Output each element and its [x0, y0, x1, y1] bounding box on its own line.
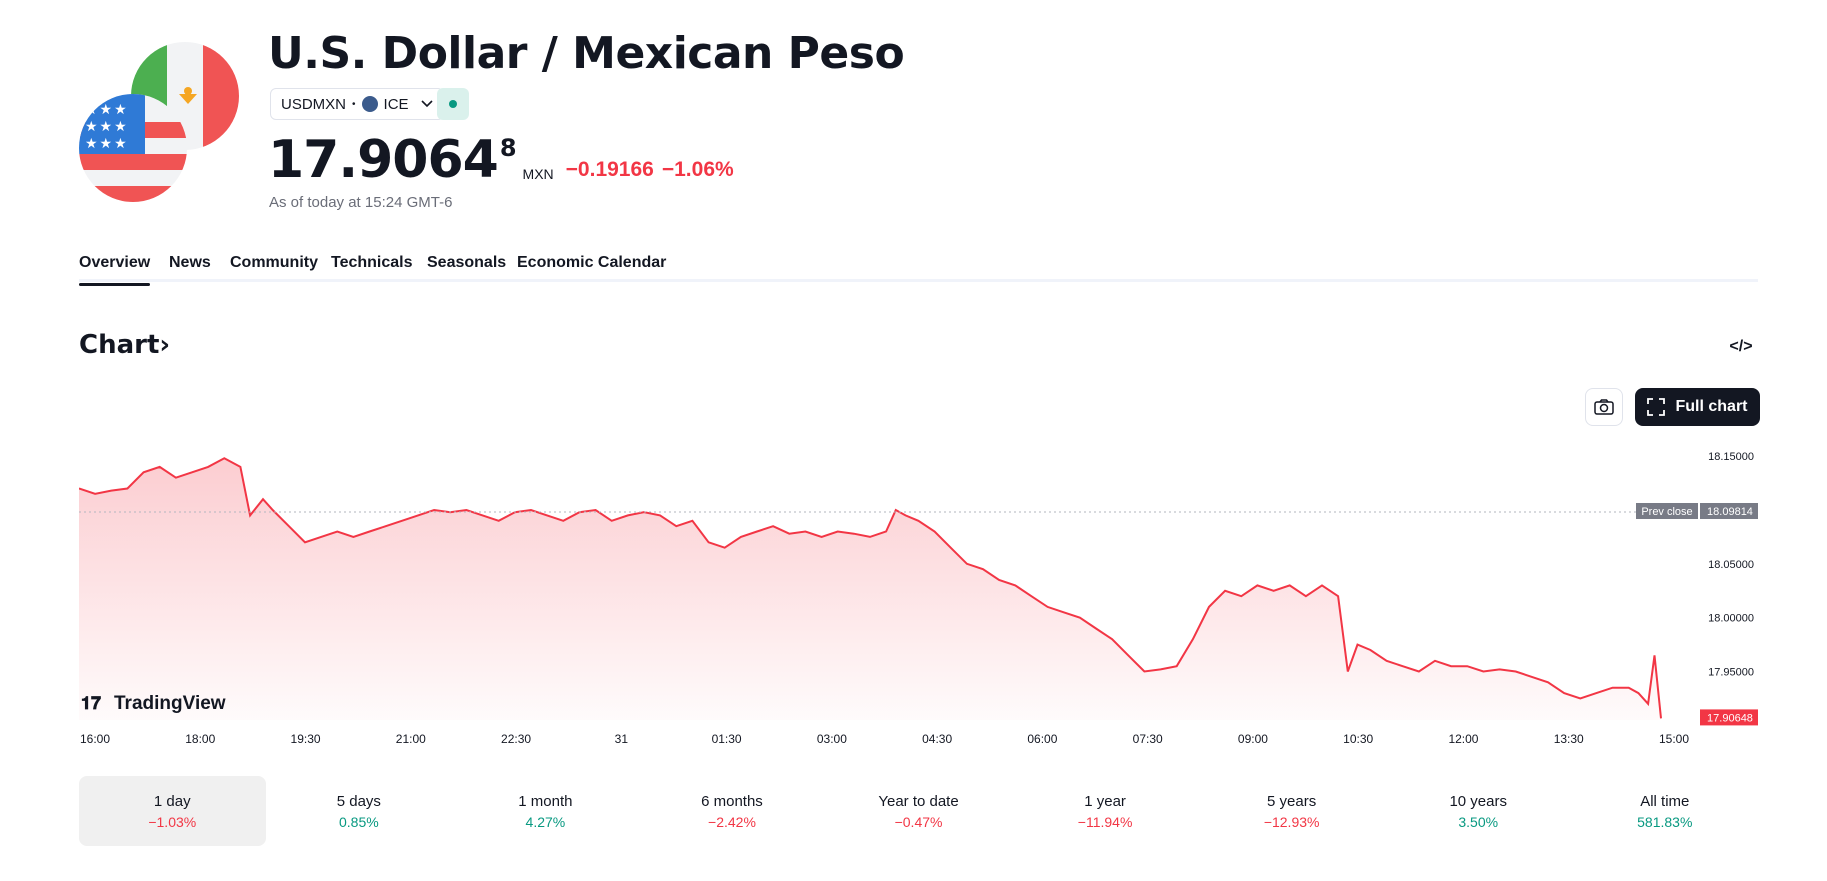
y-tick-label: 17.95000	[1708, 667, 1754, 679]
chart-heading-link[interactable]: Chart›	[79, 330, 170, 360]
x-tick-label: 01:30	[712, 732, 742, 746]
period-all-time[interactable]: All time 581.83%	[1572, 776, 1759, 846]
y-tick-label: 18.05000	[1708, 559, 1754, 571]
chevron-down-icon	[420, 100, 433, 108]
period-change: 4.27%	[525, 813, 566, 830]
tradingview-logo[interactable]: 𝟏𝟕 TradingView	[81, 693, 226, 714]
fullscreen-icon	[1647, 398, 1666, 416]
full-chart-button[interactable]: Full chart	[1635, 388, 1760, 426]
tab-news[interactable]: News	[169, 254, 211, 271]
quote-timestamp: As of today at 15:24 GMT-6	[269, 194, 453, 211]
price-change: −0.19166	[565, 158, 654, 181]
period-change: 0.85%	[338, 813, 379, 830]
prev-close-label: Prev close	[1641, 506, 1692, 518]
period-change: 3.50%	[1458, 813, 1499, 830]
period-1-day[interactable]: 1 day −1.03%	[79, 776, 266, 846]
currency-flags: ★★★ ★★★ ★★★	[79, 42, 244, 202]
exchange-label: ICE	[383, 95, 409, 113]
y-tick-label: 18.15000	[1708, 451, 1754, 463]
price-change-percent: −1.06%	[661, 158, 734, 181]
x-tick-label: 10:30	[1343, 732, 1373, 746]
period-selector: 1 day −1.03% 5 days 0.85% 1 month 4.27% 6 mont…	[79, 776, 1758, 846]
last-price-fraction: 8	[499, 134, 517, 162]
prev-close-label-bg	[1636, 503, 1698, 520]
period-year-to-date[interactable]: Year to date −0.47%	[825, 776, 1012, 846]
x-tick-label: 03:00	[817, 732, 847, 746]
full-chart-label: Full chart	[1675, 398, 1748, 415]
market-status-badge[interactable]	[437, 88, 469, 120]
last-price: 17.9064	[268, 130, 499, 190]
prev-close-value: 18.09814	[1707, 506, 1753, 518]
x-tick-label: 16:00	[80, 732, 110, 746]
period-label: 1 year	[1084, 792, 1126, 810]
period-1-year[interactable]: 1 year −11.94%	[1012, 776, 1199, 846]
chart-heading: Chart	[79, 330, 160, 360]
period-10-years[interactable]: 10 years 3.50%	[1385, 776, 1572, 846]
snapshot-button[interactable]	[1585, 388, 1623, 426]
chevron-right-icon: ›	[159, 330, 171, 360]
quote-row: 17.9064 8 MXN −0.19166 −1.06%	[268, 132, 734, 188]
period-change: −0.47%	[894, 813, 943, 830]
period-5-days[interactable]: 5 days 0.85%	[266, 776, 453, 846]
period-label: 5 days	[336, 792, 381, 810]
period-label: All time	[1640, 792, 1690, 810]
period-change: −1.03%	[148, 813, 197, 830]
period-change: −12.93%	[1263, 813, 1320, 830]
tab-community[interactable]: Community	[230, 254, 318, 271]
tab-economic-calendar[interactable]: Economic Calendar	[517, 254, 667, 271]
last-price-label-bg	[1700, 709, 1758, 726]
period-label: 5 years	[1267, 792, 1317, 810]
period-label: 1 month	[518, 792, 573, 810]
price-chart[interactable]: Prev close 18.09814 17.90648 18.15000 18.050…	[79, 440, 1758, 760]
x-tick-label: 31	[615, 732, 629, 746]
x-tick-label: 12:00	[1448, 732, 1478, 746]
tab-seasonals[interactable]: Seasonals	[427, 254, 507, 271]
period-change: −11.94%	[1077, 813, 1133, 830]
symbol-exchange-selector[interactable]: USDMXN • ICE	[270, 88, 444, 120]
price-area	[79, 458, 1661, 720]
period-1-month[interactable]: 1 month 4.27%	[452, 776, 639, 846]
x-tick-label: 07:30	[1133, 732, 1163, 746]
price-currency: MXN	[522, 166, 554, 182]
last-price-label: 17.90648	[1707, 712, 1753, 724]
x-tick-label: 18:00	[185, 732, 215, 746]
tradingview-logo-icon: 𝟏𝟕	[81, 693, 101, 714]
x-tick-label: 09:00	[1238, 732, 1268, 746]
x-tick-label: 04:30	[922, 732, 952, 746]
market-open-icon	[449, 100, 457, 108]
page-title: U.S. Dollar / Mexican Peso	[268, 28, 905, 79]
x-tick-label: 22:30	[501, 732, 531, 746]
x-tick-label: 21:00	[396, 732, 426, 746]
period-change: −2.42%	[708, 813, 756, 830]
usa-flag-icon: ★★★ ★★★ ★★★	[79, 94, 187, 202]
mexico-flag-icon	[131, 42, 239, 150]
period-label: 10 years	[1449, 792, 1507, 810]
period-label: Year to date	[878, 792, 959, 810]
section-tabs: Overview News Community Technicals Seaso…	[79, 250, 1758, 286]
period-5-years[interactable]: 5 years −12.93%	[1198, 776, 1385, 846]
x-tick-label: 15:00	[1659, 732, 1689, 746]
exchange-icon	[361, 96, 378, 112]
tradingview-brand: TradingView	[114, 693, 226, 714]
x-tick-label: 06:00	[1027, 732, 1057, 746]
x-tick-label: 13:30	[1554, 732, 1584, 746]
tab-technicals[interactable]: Technicals	[331, 254, 413, 271]
embed-code-icon[interactable]: </>	[1729, 338, 1753, 355]
period-label: 6 months	[701, 792, 763, 810]
tab-overview[interactable]: Overview	[79, 254, 151, 286]
prev-close-value-bg	[1700, 503, 1758, 520]
period-6-months[interactable]: 6 months −2.42%	[639, 776, 826, 846]
camera-icon	[1594, 399, 1614, 415]
x-tick-label: 19:30	[291, 732, 321, 746]
y-tick-label: 18.00000	[1708, 613, 1754, 625]
price-line	[79, 457, 1662, 719]
symbol-label: USDMXN	[281, 95, 347, 113]
separator-dot: •	[352, 98, 356, 110]
period-change: 581.83%	[1637, 813, 1693, 830]
period-label: 1 day	[153, 792, 191, 810]
